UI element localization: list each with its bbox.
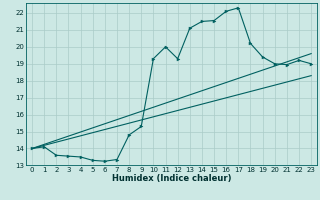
X-axis label: Humidex (Indice chaleur): Humidex (Indice chaleur) (112, 174, 231, 183)
